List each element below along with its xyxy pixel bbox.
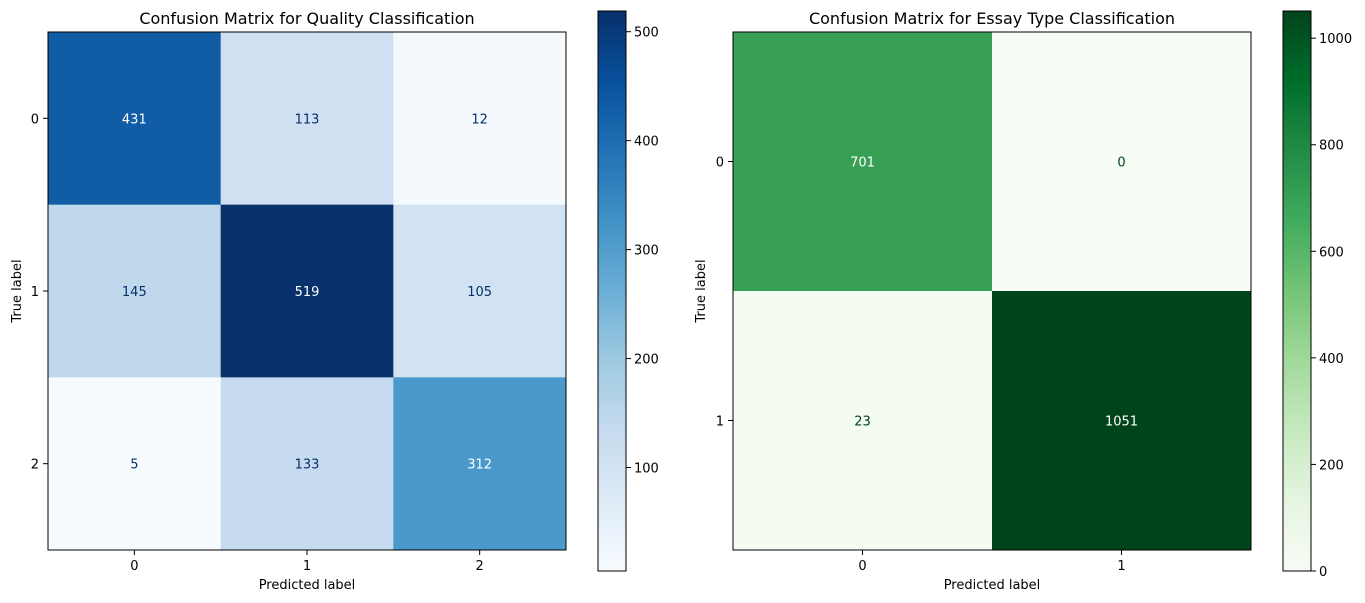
essay-cell-value-1-0: 23 (854, 415, 871, 430)
essay-plot-frame (732, 31, 1252, 551)
quality-cell-value-1-0: 145 (122, 285, 147, 300)
quality-confusion-matrix: Confusion Matrix for Quality Classificat… (10, 9, 659, 593)
quality-x-ticks: 0 1 2 (130, 550, 484, 574)
quality-x-tick-label-2: 2 (476, 559, 484, 574)
quality-colorbar-tick-label-0: 100 (634, 461, 659, 476)
quality-cell-2-2 (393, 377, 567, 551)
essay-cell-1-1 (992, 291, 1252, 551)
quality-y-tick-label-2: 2 (31, 458, 39, 473)
essay-colorbar-gradient (1282, 10, 1312, 572)
quality-y-tick-label-1: 1 (31, 285, 39, 300)
quality-cell-value-1-1: 519 (295, 285, 320, 300)
essay-cell-0-0 (733, 32, 993, 292)
quality-colorbar-tick-label-3: 400 (634, 135, 659, 150)
quality-cell-0-2 (393, 32, 567, 206)
essay-y-axis-label: True label (694, 259, 709, 323)
essay-colorbar-tick-label-5: 1000 (1319, 32, 1352, 47)
quality-x-axis-label: Predicted label (259, 578, 356, 593)
essay-cell-value-0-1: 0 (1117, 156, 1125, 171)
quality-colorbar-tick-label-1: 200 (634, 353, 659, 368)
quality-colorbar-gradient (597, 10, 627, 572)
quality-cell-0-1 (220, 32, 394, 206)
essay-x-tick-label-1: 1 (1117, 559, 1125, 574)
essay-colorbar: 0 200 400 600 800 1000 (1282, 10, 1352, 580)
quality-cell-0-0 (48, 32, 222, 206)
quality-colorbar: 100 200 300 400 500 (597, 10, 659, 572)
essay-x-tick-label-0: 0 (858, 559, 866, 574)
essay-colorbar-ticks: 0 200 400 600 800 1000 (1311, 32, 1352, 580)
essay-cell-0-1 (992, 32, 1252, 292)
quality-cell-value-0-1: 113 (295, 112, 320, 127)
essay-colorbar-tick-label-4: 800 (1319, 139, 1344, 154)
quality-y-ticks: 0 1 2 (31, 112, 48, 473)
quality-cell-value-2-2: 312 (467, 458, 492, 473)
essay-y-tick-label-1: 1 (716, 415, 724, 430)
essay-type-confusion-matrix: Confusion Matrix for Essay Type Classifi… (694, 9, 1352, 593)
quality-cell-1-2 (393, 204, 567, 378)
quality-cell-1-0 (48, 204, 222, 378)
quality-cell-value-0-0: 431 (122, 112, 147, 127)
quality-x-tick-label-1: 1 (303, 559, 311, 574)
quality-colorbar-tick-label-2: 300 (634, 244, 659, 259)
quality-cell-value-0-2: 12 (471, 112, 488, 127)
quality-cell-2-0 (48, 377, 222, 551)
quality-matrix-cells: 431 113 12 145 519 105 5 133 312 (48, 32, 567, 551)
essay-y-tick-label-0: 0 (716, 156, 724, 171)
quality-cell-value-2-0: 5 (130, 458, 138, 473)
essay-colorbar-tick-label-2: 400 (1319, 352, 1344, 367)
essay-colorbar-tick-label-1: 200 (1319, 458, 1344, 473)
quality-colorbar-tick-label-4: 500 (634, 26, 659, 41)
quality-y-axis-label: True label (10, 259, 25, 323)
quality-x-tick-label-0: 0 (130, 559, 138, 574)
quality-cell-value-2-1: 133 (295, 458, 320, 473)
essay-y-ticks: 01 (716, 156, 733, 430)
quality-cell-value-1-2: 105 (467, 285, 492, 300)
quality-cell-2-1 (220, 377, 394, 551)
essay-chart-title: Confusion Matrix for Essay Type Classifi… (809, 9, 1175, 28)
essay-matrix-cells: 701 0 23 1051 (733, 32, 1252, 551)
essay-colorbar-tick-label-0: 0 (1319, 565, 1327, 580)
essay-cell-1-0 (733, 291, 993, 551)
essay-cell-value-1-1: 1051 (1105, 415, 1138, 430)
quality-colorbar-ticks: 100 200 300 400 500 (626, 26, 659, 476)
essay-x-axis-label: Predicted label (944, 578, 1041, 593)
quality-cell-1-1 (220, 204, 394, 378)
quality-chart-title: Confusion Matrix for Quality Classificat… (139, 9, 474, 28)
quality-y-tick-label-0: 0 (31, 112, 39, 127)
essay-colorbar-tick-label-3: 600 (1319, 245, 1344, 260)
essay-cell-value-0-0: 701 (850, 156, 875, 171)
